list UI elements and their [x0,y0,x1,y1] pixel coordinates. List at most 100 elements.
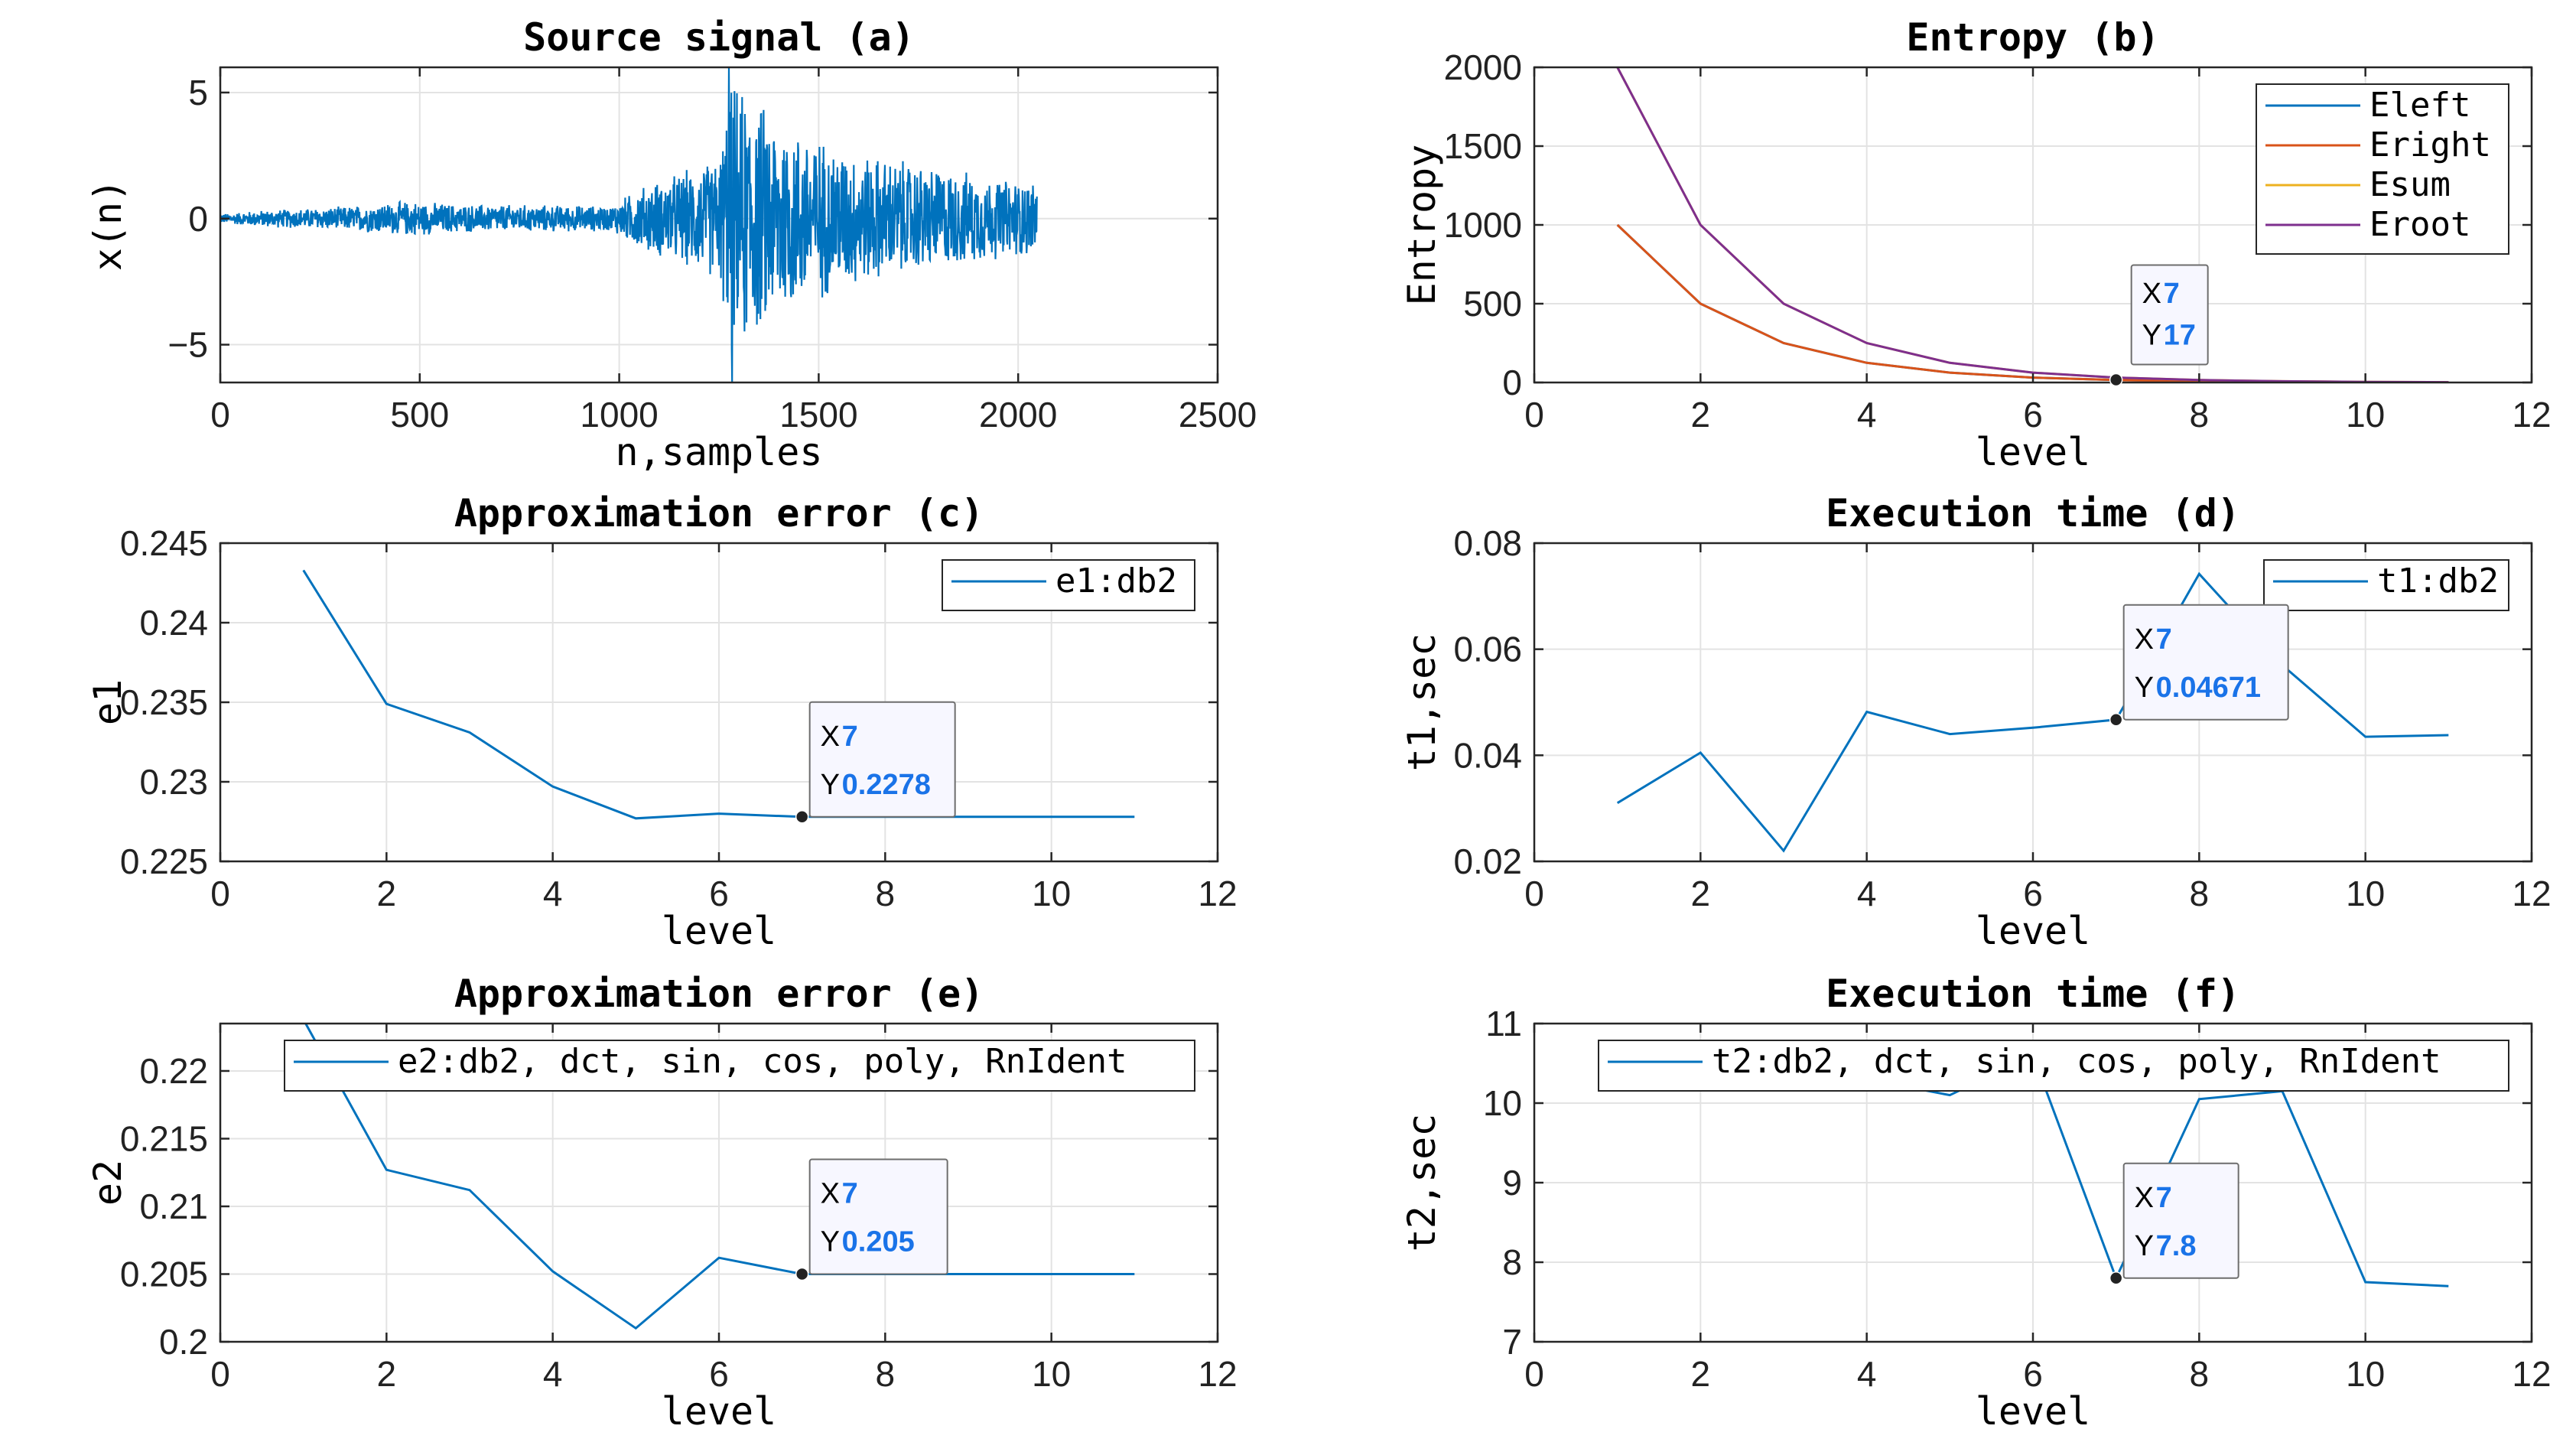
x-tick-label: 0 [210,395,230,435]
y-tick-label: 11 [1485,1004,1522,1043]
y-tick-label: 8 [1502,1242,1522,1282]
x-tick-label: 8 [2190,1354,2210,1394]
datatip-y-label: Y [821,769,840,801]
y-tick-label: −5 [168,325,208,365]
datatip: X 7Y 17 [2109,264,2209,387]
x-tick-label: 6 [2023,395,2043,435]
legend: e1:db2 [942,559,1195,611]
x-tick-label: 0 [210,874,230,913]
x-tick-label: 6 [709,874,729,913]
x-tick-label: 8 [876,1354,896,1394]
x-axis-label: level [1976,1389,2091,1434]
datatip: X 7Y 0.04671 [2109,604,2289,727]
datatip-marker [2109,713,2123,727]
chart-title: Entropy (b) [1906,15,2159,60]
tick-marks [219,542,1219,863]
legend-label: e2:db2, dct, sin, cos, poly, RnIdent [398,1042,1127,1081]
legend-label: Eleft [2369,86,2470,125]
y-tick-label: 0.235 [120,682,208,722]
x-axis-label: level [1976,909,2091,953]
y-tick-label: 0.24 [139,603,208,643]
y-tick-label: 0.06 [1453,630,1522,669]
x-tick-label: 2 [377,1354,397,1394]
datatip-y-value: 17 [2164,319,2196,351]
x-tick-label: 4 [543,1354,563,1394]
y-tick-label: 2000 [1444,47,1522,87]
signal-line [220,67,1038,382]
x-axis-label: level [662,909,777,953]
x-tick-label: 2 [1691,395,1711,435]
datatip: X 7Y 0.2278 [795,701,956,824]
datatip-box [2122,604,2289,721]
datatip-x-label: X [2142,278,2161,310]
x-tick-label: 10 [1032,874,1071,913]
datatip-marker [795,810,809,824]
x-tick-label: 4 [1857,395,1877,435]
chart-title: Source signal (a) [523,15,915,60]
y-tick-label: 0 [1502,363,1522,402]
legend-box [284,1040,1195,1092]
x-axis-label: level [1976,430,2091,474]
datatip-x-value: 7 [842,1177,858,1209]
x-tick-label: 10 [1032,1354,1071,1394]
panel-execution-time-d: 0 2 4 6 8 10 12 0.02 0.04 0.06 0.08 Execution time … [1400,491,2552,953]
x-tick-label: 2000 [979,395,1057,435]
datatip-y-label: Y [2135,1230,2154,1262]
series-group [302,569,1135,820]
x-tick-label: 2 [1691,1354,1711,1394]
y-tick-label: 0.04 [1453,735,1522,775]
datatip-marker [2109,1271,2123,1285]
series-group [220,67,1038,382]
legend: t1:db2 [2263,559,2509,611]
legend-label: Eright [2369,125,2491,164]
legend-label: t2:db2, dct, sin, cos, poly, RnIdent [1712,1042,2441,1081]
x-axis-label: n,samples [616,430,823,474]
x-tick-label: 12 [1198,1354,1237,1394]
x-tick-label: 0 [1524,874,1544,913]
datatip: X 7Y 0.205 [795,1158,948,1281]
x-tick-label: 2 [1691,874,1711,913]
datatip-y-label: Y [821,1226,840,1258]
legend-box [2263,559,2509,611]
datatip-y-value: 0.205 [842,1226,915,1258]
y-tick-label: 0.245 [120,523,208,563]
x-tick-label: 8 [2190,395,2210,435]
x-tick-label: 0 [1524,1354,1544,1394]
y-tick-label: 1500 [1444,126,1522,166]
x-tick-label: 0 [210,1354,230,1394]
datatip-marker [2109,373,2123,387]
panel-approximation-error-e: 0 2 4 6 8 10 12 0.2 0.205 0.21 0.215 0.22 Approximat… [86,972,1238,1434]
datatip-y-value: 0.04671 [2156,672,2261,704]
x-tick-label: 10 [2346,874,2385,913]
y-tick-label: 0.23 [139,762,208,802]
y-tick-label: 0.215 [120,1118,208,1158]
legend-label: e1:db2 [1055,561,1177,601]
y-tick-label: 0.21 [139,1186,208,1226]
x-tick-label: 1000 [580,395,658,435]
x-tick-label: 6 [2023,1354,2043,1394]
datatip-x-value: 7 [2156,1182,2172,1214]
datatip-y-value: 0.2278 [842,769,931,801]
y-tick-label: 0.2 [159,1322,208,1362]
x-tick-label: 10 [2346,395,2385,435]
x-tick-label: 12 [1198,874,1237,913]
y-tick-label: 0.02 [1453,841,1522,881]
datatip: X 7Y 7.8 [2109,1162,2239,1285]
y-axis-label: t1,sec [1400,633,1444,772]
x-tick-label: 2 [377,874,397,913]
tick-marks [1533,542,2533,863]
x-tick-label: 1500 [779,395,857,435]
x-tick-label: 10 [2346,1354,2385,1394]
legend-box [942,559,1195,611]
x-tick-label: 4 [1857,874,1877,913]
legend-box [1598,1040,2509,1092]
y-tick-label: 1000 [1444,205,1522,245]
legend-label: Eroot [2369,205,2470,244]
datatip-box [808,1158,948,1275]
x-tick-label: 6 [709,1354,729,1394]
x-tick-label: 6 [2023,874,2043,913]
chart-title: Approximation error (c) [454,491,984,535]
y-tick-label: 10 [1483,1083,1522,1123]
panel-approximation-error-c: 0 2 4 6 8 10 12 0.225 0.23 0.235 0.24 0.245 Approxim… [86,491,1238,953]
